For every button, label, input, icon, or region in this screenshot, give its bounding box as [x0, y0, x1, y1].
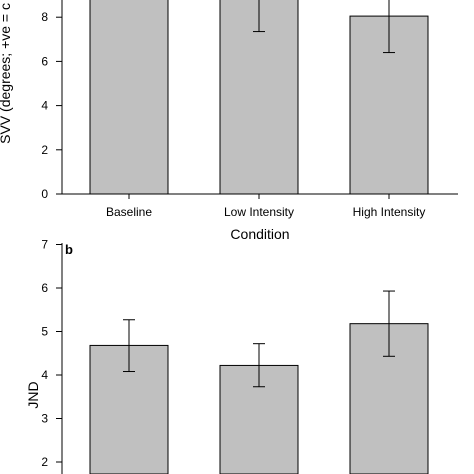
chart-panel-b: b JND 2 3 4 5 6 7 — [25, 238, 429, 474]
panel-letter-b: b — [65, 242, 73, 257]
y-ticks-a: 0 2 4 6 8 — [41, 10, 62, 201]
bars-a — [89, 0, 429, 199]
y-tick-label: 0 — [41, 187, 48, 201]
x-tick-label: Low Intensity — [224, 205, 294, 219]
x-tick-label: Baseline — [106, 205, 152, 219]
x-axis-title-a: Condition — [230, 226, 289, 242]
y-axis-title-a: SVV (degrees; +ve = c — [0, 3, 13, 144]
x-tick-labels-a: Baseline Low Intensity High Intensity — [106, 205, 425, 219]
y-tick-label: 4 — [41, 368, 48, 382]
chart-panel-a: SVV (degrees; +ve = c Condition 0 2 4 6 8 Ba… — [0, 0, 458, 242]
y-tick-label: 2 — [41, 143, 48, 157]
bar — [89, 0, 169, 195]
bars-b — [89, 290, 429, 474]
y-tick-label: 6 — [41, 281, 48, 295]
y-tick-label: 2 — [41, 455, 48, 469]
y-tick-label: 6 — [41, 54, 48, 68]
bar — [219, 0, 299, 195]
y-tick-label: 4 — [41, 99, 48, 113]
y-tick-label: 8 — [41, 10, 48, 24]
y-tick-label: 7 — [41, 238, 48, 252]
x-tick-label: High Intensity — [353, 205, 426, 219]
y-tick-label: 5 — [41, 325, 48, 339]
y-ticks-b: 2 3 4 5 6 7 — [41, 238, 62, 469]
y-axis-title-b: JND — [25, 381, 41, 408]
y-tick-label: 3 — [41, 412, 48, 426]
